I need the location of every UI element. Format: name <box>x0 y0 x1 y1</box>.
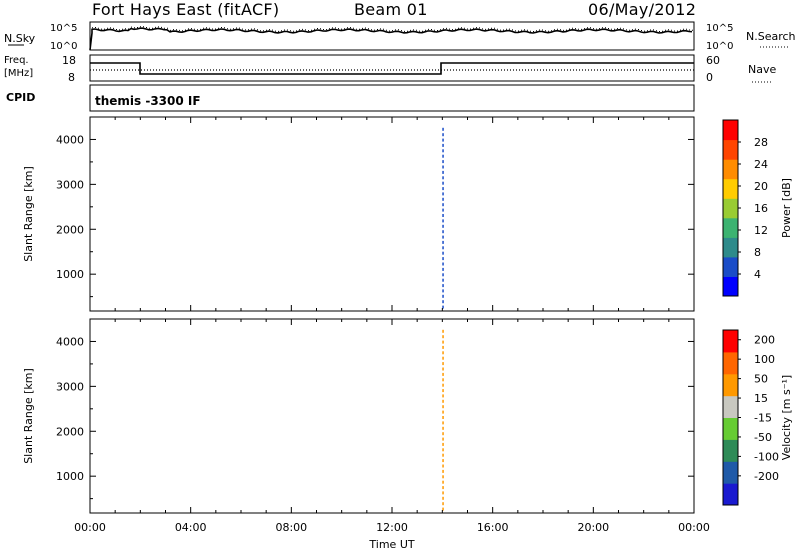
colorbar-segment <box>723 159 738 180</box>
radar-title: Fort Hays East (fitACF) <box>92 0 280 19</box>
y-tick-label: 4000 <box>56 133 84 146</box>
nsky-panel <box>89 21 695 51</box>
nsky-tick-bottom: 10^0 <box>50 41 77 52</box>
heatmap-cell <box>442 246 444 250</box>
nsearch-trace <box>92 26 693 32</box>
heatmap-cell <box>442 133 444 137</box>
colorbar-segment <box>723 198 738 219</box>
heatmap-cell <box>442 170 444 174</box>
colorbar-power: 28 24 20 16 12 8 4 Power [dB] <box>722 119 793 297</box>
colorbar-segment <box>723 237 738 258</box>
nsky-trace <box>89 27 693 51</box>
heatmap-cell <box>442 235 444 239</box>
colorbar-label: Power [dB] <box>780 178 793 238</box>
heatmap-cell <box>442 262 444 266</box>
colorbar-segment <box>723 256 738 277</box>
colorbar-tick-label: 4 <box>754 268 761 281</box>
heatmap-cell <box>442 127 444 131</box>
heatmap-cell <box>442 176 444 180</box>
nave-label: Nave <box>748 63 776 76</box>
nave-tick-bottom: 0 <box>706 71 713 84</box>
nsearch-tick-top: 10^5 <box>706 23 733 34</box>
heatmap-cell <box>442 197 444 201</box>
y-tick-label: 3000 <box>56 178 84 191</box>
freq-unit: [MHz] <box>4 68 33 79</box>
colorbar-tick-label: 12 <box>754 224 768 237</box>
freq-tick-top: 18 <box>62 54 76 67</box>
heatmap-cell <box>442 138 444 142</box>
colorbar-segment <box>723 276 738 297</box>
heatmap-cell <box>442 289 444 293</box>
heatmap-cell <box>442 300 444 304</box>
beam-label: Beam 01 <box>354 0 428 19</box>
heatmap-cell <box>442 273 444 277</box>
y-tick-label: 1000 <box>56 268 84 281</box>
heatmap-cell <box>442 219 444 223</box>
heatmap-cell <box>442 284 444 288</box>
colorbar-segment <box>723 139 738 160</box>
heatmap-cell <box>442 165 444 169</box>
cpid-label: CPID <box>6 91 35 104</box>
cpid-value: themis -3300 IF <box>95 94 201 108</box>
heatmap-cell <box>442 257 444 261</box>
heatmap-cell <box>442 154 444 158</box>
heatmap-cell <box>442 305 444 309</box>
heatmap-cell <box>442 187 444 191</box>
heatmap-frame-0 <box>89 116 695 312</box>
colorbar-segment <box>723 217 738 238</box>
nsearch-label: N.Search <box>746 30 796 43</box>
freq-trace <box>90 62 694 75</box>
heatmap-cells-power <box>442 127 444 309</box>
heatmap-cell <box>442 149 444 153</box>
freq-label: Freq. <box>4 55 29 66</box>
heatmap-cell <box>442 240 444 244</box>
heatmap-cell <box>442 208 444 212</box>
heatmap-cell <box>442 160 444 164</box>
heatmap-cell <box>442 294 444 298</box>
heatmap-cell <box>442 278 444 282</box>
date-label: 06/May/2012 <box>588 0 697 19</box>
nsky-tick-top: 10^5 <box>50 23 77 34</box>
colorbar-tick-label: 24 <box>754 158 768 171</box>
freq-panel <box>89 54 695 82</box>
colorbar-segment <box>723 178 738 199</box>
y-axis-label: Slant Range [km] <box>22 166 35 262</box>
nsky-label: N.Sky <box>4 32 36 45</box>
cpid-panel <box>89 84 695 112</box>
nave-tick-top: 60 <box>706 54 720 67</box>
nsearch-tick-bottom: 10^0 <box>706 41 733 52</box>
heatmap-cell <box>442 224 444 228</box>
heatmap-cell <box>442 251 444 255</box>
heatmap-cell <box>442 203 444 207</box>
colorbar-tick-label: 20 <box>754 180 768 193</box>
heatmap-cell <box>442 230 444 234</box>
heatmap-cells-velocity <box>442 329 444 511</box>
heatmap-cell <box>442 267 444 271</box>
colorbar-segment <box>723 120 738 141</box>
y-tick-label: 2000 <box>56 223 84 236</box>
freq-tick-bottom: 8 <box>68 71 75 84</box>
heatmap-cell <box>442 214 444 217</box>
colorbar-tick-label: 8 <box>754 246 761 259</box>
colorbar-tick-label: 28 <box>754 136 768 149</box>
heatmap-cell <box>442 192 444 196</box>
colorbar-tick-label: 16 <box>754 202 768 215</box>
heatmap-cell <box>442 143 444 147</box>
heatmap-cell <box>442 181 444 185</box>
